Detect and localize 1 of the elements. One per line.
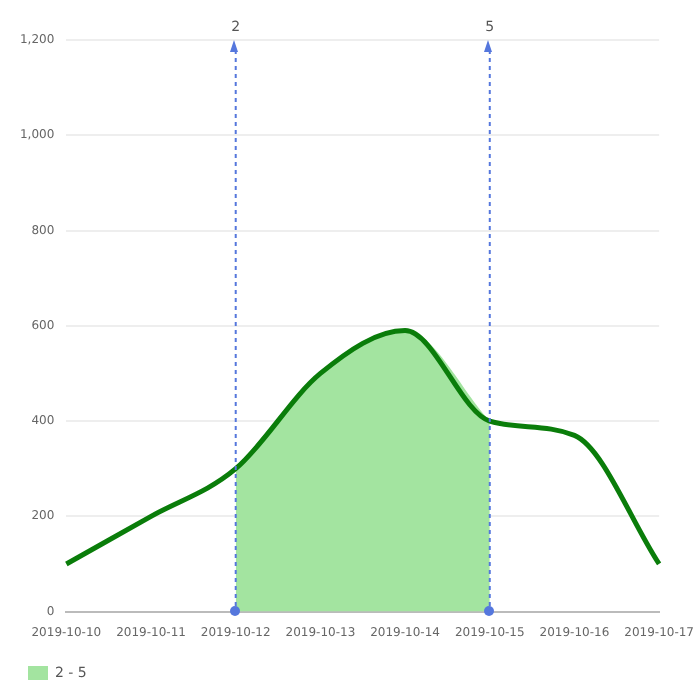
line-series — [63, 328, 662, 567]
